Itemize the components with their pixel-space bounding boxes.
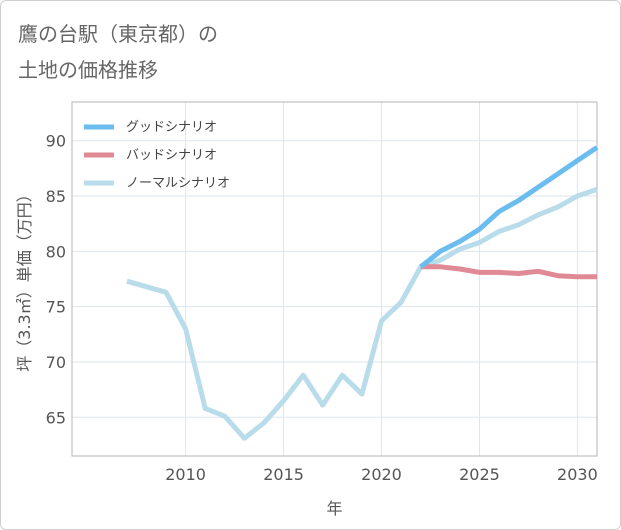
y-axis-title: 坪（3.3㎡）単価（万円）: [15, 186, 34, 371]
chart-title: 鷹の台駅（東京都）の 土地の価格推移: [18, 16, 218, 88]
grid-lines: [72, 102, 597, 456]
chart-title-line-2: 土地の価格推移: [18, 58, 158, 82]
y-tick-label: 65: [46, 408, 66, 427]
x-tick-label: 2010: [165, 465, 206, 484]
y-axis-ticks: 65 70 75 80 85 90: [46, 132, 66, 428]
x-axis-title: 年: [326, 499, 342, 518]
legend-label-normal: ノーマルシナリオ: [126, 176, 230, 191]
series-line-bad-scenario: [420, 264, 597, 280]
x-tick-label: 2030: [557, 465, 598, 484]
y-tick-label: 85: [46, 187, 66, 206]
series-line-normal-scenario: [126, 187, 598, 441]
legend-label-good: グッドシナリオ: [126, 120, 217, 135]
y-tick-label: 80: [46, 242, 66, 261]
series-line-good-scenario: [419, 145, 599, 269]
x-tick-label: 2020: [361, 465, 402, 484]
chart-title-line-1: 鷹の台駅（東京都）の: [18, 22, 218, 46]
series-lines: [126, 145, 599, 441]
y-tick-label: 70: [46, 353, 66, 372]
x-tick-label: 2025: [459, 465, 500, 484]
legend-label-bad: バッドシナリオ: [126, 148, 217, 163]
x-tick-label: 2015: [263, 465, 304, 484]
y-tick-label: 75: [46, 298, 66, 317]
y-tick-label: 90: [46, 132, 66, 151]
x-axis-ticks: 2010 2015 2020 2025 2030: [165, 465, 598, 484]
